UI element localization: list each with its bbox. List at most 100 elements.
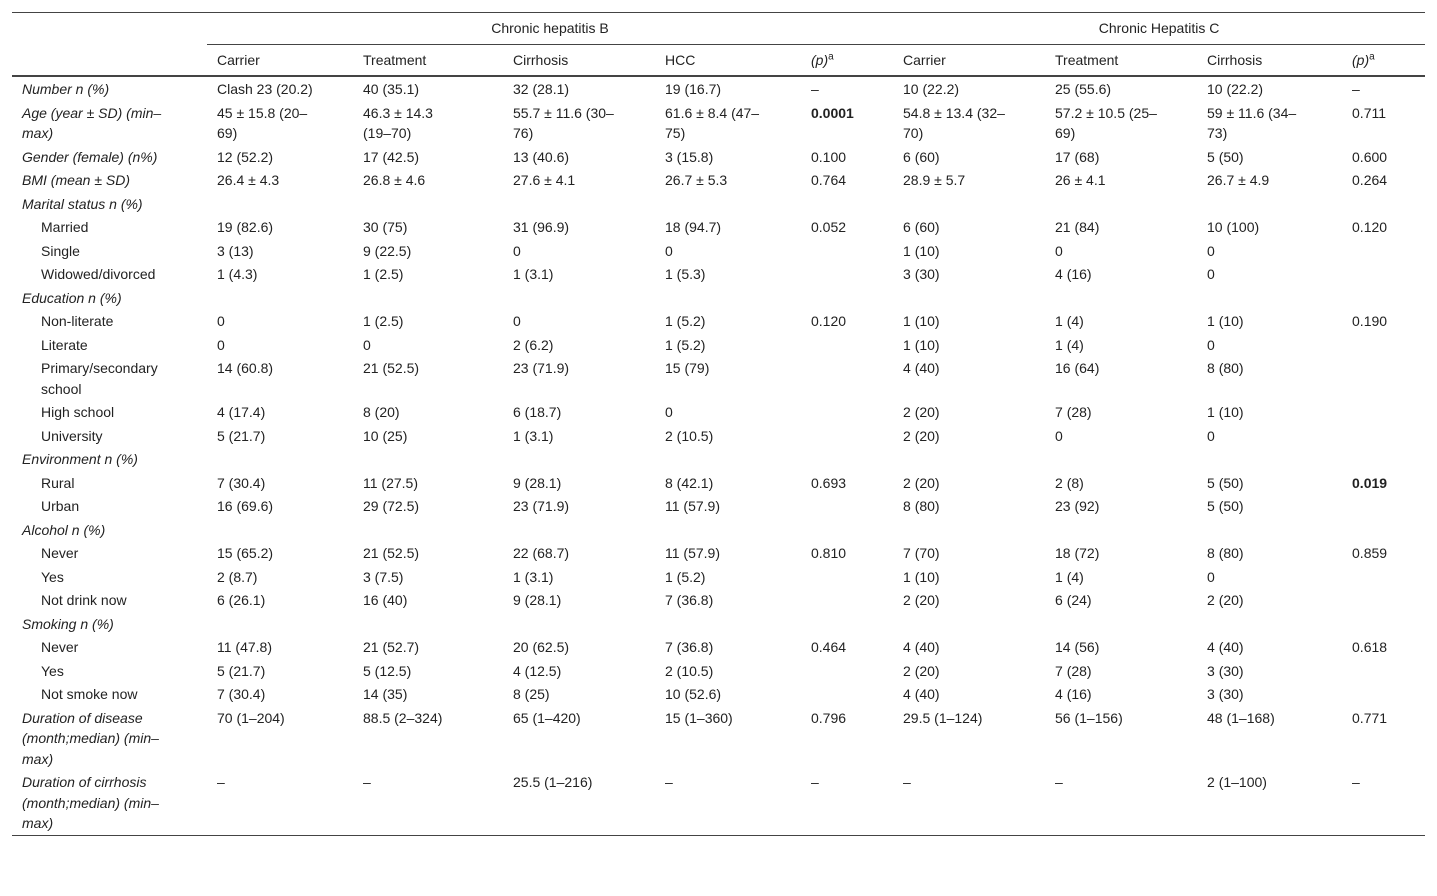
cell-text: 0 bbox=[1207, 336, 1215, 353]
cell-text: 4 (16) bbox=[1055, 266, 1092, 282]
cell-text: 1 (10) bbox=[903, 568, 940, 585]
table-row: High school 4 (17.4) 8 (20) 6 (18.7) 0 2 (20)… bbox=[12, 400, 1425, 424]
table-cell: 1 (10) bbox=[893, 239, 1045, 263]
cell-text: 16 (64) bbox=[1055, 360, 1100, 376]
row-label: Duration of cirrhosis (month;median) (mi… bbox=[22, 774, 159, 831]
cell-text: 7 (30.4) bbox=[217, 686, 266, 702]
row-label: Married bbox=[41, 219, 89, 235]
cell-text: 14 (60.8) bbox=[217, 360, 274, 376]
table-cell: 7 (70) bbox=[893, 541, 1045, 565]
cell-text: – bbox=[217, 774, 225, 790]
cell-text: 10 (22.2) bbox=[1207, 81, 1264, 97]
table-cell: 10 (52.6) bbox=[655, 682, 801, 706]
cell-text: 15 (65.2) bbox=[217, 545, 274, 561]
table-cell: 26.7 ± 5.3 bbox=[655, 168, 801, 192]
table-cell bbox=[801, 262, 893, 286]
cell-text: 4 (40) bbox=[1207, 639, 1244, 655]
row-label-cell: Literate bbox=[12, 333, 207, 357]
row-label: Age (year ± SD) (min–max) bbox=[22, 104, 162, 142]
row-label-cell: University bbox=[12, 424, 207, 448]
cell-text: 10 (22.2) bbox=[903, 81, 960, 97]
table-cell: 14 (60.8) bbox=[207, 356, 353, 400]
cell-text: 56 (1–156) bbox=[1055, 709, 1123, 726]
table-cell: 26.7 ± 4.9 bbox=[1197, 168, 1342, 192]
cell-text: 10 (100) bbox=[1207, 219, 1260, 235]
row-label-cell: Gender (female) (n%) bbox=[12, 145, 207, 169]
table-cell: 2 (6.2) bbox=[503, 333, 655, 357]
cell-text: 23 (71.9) bbox=[513, 360, 570, 376]
cell-text: 0.600 bbox=[1352, 148, 1388, 165]
cell-text: 26.7 ± 4.9 bbox=[1207, 172, 1270, 188]
row-label: Never bbox=[41, 545, 79, 561]
cell-text: 3 (15.8) bbox=[665, 148, 714, 165]
cell-text: 0 bbox=[1055, 242, 1063, 259]
row-label: Rural bbox=[41, 474, 75, 491]
row-label-cell: Non-literate bbox=[12, 309, 207, 333]
table-cell: 2 (8.7) bbox=[207, 565, 353, 589]
table-cell: 2 (10.5) bbox=[655, 424, 801, 448]
row-label: Smoking n (%) bbox=[22, 615, 114, 632]
table-cell: 3 (15.8) bbox=[655, 145, 801, 169]
cell-text: 1 (3.1) bbox=[513, 568, 554, 585]
table-cell: 21 (52.7) bbox=[353, 635, 503, 659]
column-label: HCC bbox=[665, 51, 696, 68]
table-cell: 0.019 bbox=[1342, 471, 1425, 495]
cell-text: 0 bbox=[513, 242, 521, 259]
table-cell: 6 (60) bbox=[893, 145, 1045, 169]
cell-text: – bbox=[811, 81, 819, 97]
column-header: Cirrhosis bbox=[503, 44, 655, 77]
row-label: University bbox=[41, 427, 103, 444]
cell-text: 1 (10) bbox=[903, 336, 940, 353]
cell-text: 1 (4) bbox=[1055, 313, 1084, 329]
table-cell: 0.771 bbox=[1342, 706, 1425, 771]
row-label-cell: Widowed/divorced bbox=[12, 262, 207, 286]
table-cell: 11 (57.9) bbox=[655, 541, 801, 565]
table-cell: 18 (94.7) bbox=[655, 215, 801, 239]
cell-text: 1 (4.3) bbox=[217, 266, 258, 282]
cell-text: 32 (28.1) bbox=[513, 81, 570, 97]
table-cell: 0.618 bbox=[1342, 635, 1425, 659]
table-cell: 5 (21.7) bbox=[207, 424, 353, 448]
column-label: Cirrhosis bbox=[513, 51, 569, 68]
table-cell: 11 (57.9) bbox=[655, 494, 801, 518]
table-cell: 1 (4) bbox=[1045, 309, 1197, 333]
table-cell: 29.5 (1–124) bbox=[893, 706, 1045, 771]
table-cell: – bbox=[1342, 770, 1425, 835]
row-label: Never bbox=[41, 639, 79, 655]
table-cell: 70 (1–204) bbox=[207, 706, 353, 771]
table-cell: 54.8 ± 13.4 (32–70) bbox=[893, 101, 1045, 145]
cell-text: 1 (3.1) bbox=[513, 266, 554, 282]
table-cell: 1 (5.2) bbox=[655, 565, 801, 589]
table-cell: 1 (5.3) bbox=[655, 262, 801, 286]
cell-text: 4 (40) bbox=[903, 360, 940, 376]
row-label-cell: Never bbox=[12, 635, 207, 659]
cell-text: 0 bbox=[1207, 427, 1215, 444]
cell-text: 0 bbox=[217, 336, 225, 353]
table-cell: 10 (22.2) bbox=[1197, 76, 1342, 101]
cell-text: 28.9 ± 5.7 bbox=[903, 172, 966, 188]
cell-text: 1 (10) bbox=[903, 242, 940, 259]
table-cell: – bbox=[893, 770, 1045, 835]
table-cell: 2 (10.5) bbox=[655, 659, 801, 683]
cell-text: 3 (30) bbox=[1207, 686, 1244, 702]
cell-text: 8 (80) bbox=[1207, 360, 1244, 376]
column-header: Treatment bbox=[1045, 44, 1198, 77]
table-cell: 0 bbox=[1045, 239, 1197, 263]
table-cell: 1 (10) bbox=[893, 309, 1045, 333]
table-cell: 0 bbox=[1197, 565, 1342, 589]
table-cell: 16 (69.6) bbox=[207, 494, 353, 518]
cell-text: 0.693 bbox=[811, 474, 847, 491]
row-label: BMI (mean ± SD) bbox=[22, 172, 131, 188]
table-cell: 1 (3.1) bbox=[503, 262, 655, 286]
cell-text: 2 (20) bbox=[903, 404, 940, 420]
cell-text: 1 (10) bbox=[1207, 404, 1244, 420]
cell-text: 4 (17.4) bbox=[217, 404, 266, 420]
table-cell: 48 (1–168) bbox=[1197, 706, 1342, 771]
table-cell bbox=[801, 588, 893, 612]
table-row: Marital status n (%) bbox=[12, 192, 1425, 216]
cell-text: 57.2 ± 10.5 (25–69) bbox=[1055, 104, 1157, 142]
row-label: High school bbox=[41, 404, 115, 420]
table-cell: 1 (2.5) bbox=[353, 262, 503, 286]
cell-text: 2 (10.5) bbox=[665, 427, 714, 444]
table-row: Age (year ± SD) (min–max) 45 ± 15.8 (20–6… bbox=[12, 101, 1425, 145]
